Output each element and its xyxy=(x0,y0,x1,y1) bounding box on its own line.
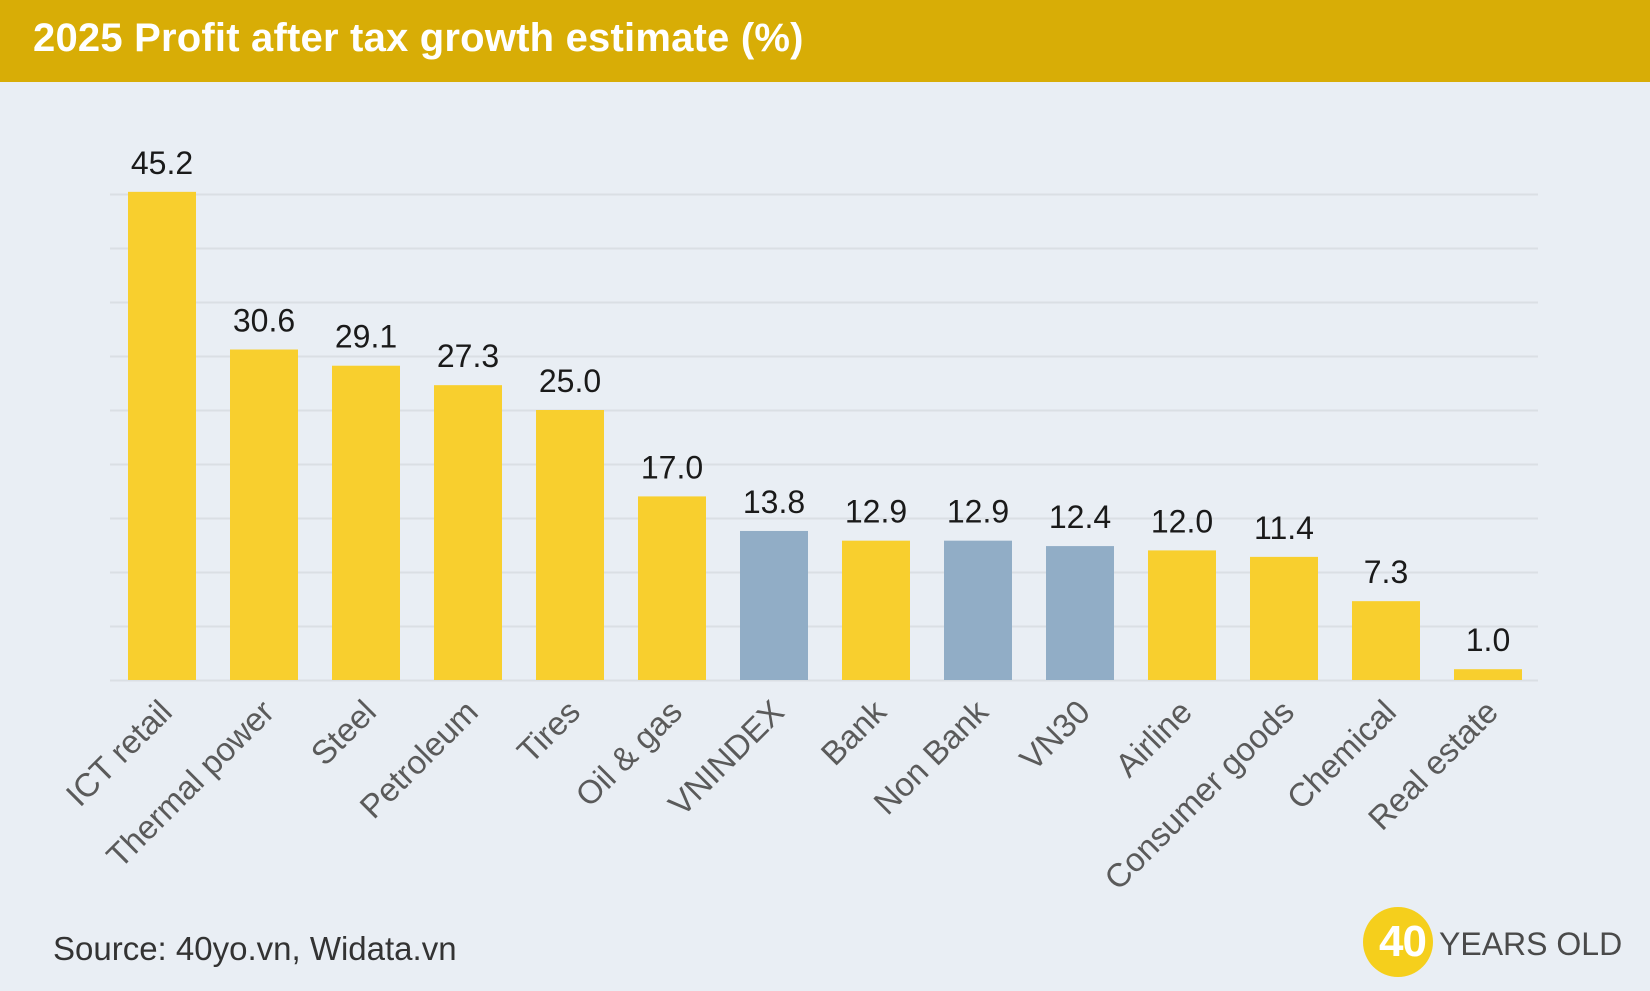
bar xyxy=(128,191,196,680)
category-label: Consumer goods xyxy=(1097,693,1301,897)
value-label: 27.3 xyxy=(437,338,499,374)
source-note: Source: 40yo.vn, Widata.vn xyxy=(53,930,457,967)
value-label: 25.0 xyxy=(539,363,601,399)
logo-number: 40 xyxy=(1379,917,1427,966)
value-label: 7.3 xyxy=(1364,554,1408,590)
forty-years-old-logo: 40 YEARS OLD xyxy=(1363,907,1622,977)
value-label: 17.0 xyxy=(641,449,703,485)
bar xyxy=(638,496,706,680)
bar xyxy=(230,349,298,680)
value-label: 12.4 xyxy=(1049,499,1111,535)
chart-title: 2025 Profit after tax growth estimate (%… xyxy=(33,16,804,60)
logo-text: YEARS OLD xyxy=(1439,926,1623,962)
category-label: Airline xyxy=(1108,693,1199,784)
bar xyxy=(1352,601,1420,680)
bar xyxy=(434,385,502,680)
value-label: 12.9 xyxy=(845,494,907,530)
value-label: 12.0 xyxy=(1151,503,1213,539)
gridlines xyxy=(110,193,1538,682)
bar xyxy=(1046,546,1114,680)
chart-header: 2025 Profit after tax growth estimate (%… xyxy=(0,0,1650,82)
bar xyxy=(740,530,808,680)
value-label: 30.6 xyxy=(233,303,295,339)
value-label: 12.9 xyxy=(947,494,1009,530)
category-label: VN30 xyxy=(1012,693,1097,778)
bars xyxy=(128,191,1522,680)
bar xyxy=(332,365,400,680)
bar xyxy=(1250,556,1318,680)
bar xyxy=(1454,669,1522,680)
logo-circle xyxy=(1363,907,1433,977)
value-label: 29.1 xyxy=(335,319,397,355)
bar xyxy=(944,540,1012,680)
value-label: 11.4 xyxy=(1254,510,1314,546)
category-label: Bank xyxy=(814,692,894,772)
bar xyxy=(1148,550,1216,680)
value-labels: 45.2 30.6 29.1 27.3 25.0 17.0 13.8 12.9 12.9 12.4… xyxy=(131,145,1510,658)
value-label: 1.0 xyxy=(1466,622,1510,658)
value-label: 45.2 xyxy=(131,145,193,181)
category-label: Tires xyxy=(510,693,587,770)
bar xyxy=(536,410,604,680)
value-label: 13.8 xyxy=(743,484,805,520)
bar xyxy=(842,540,910,680)
category-label: Steel xyxy=(304,693,383,772)
